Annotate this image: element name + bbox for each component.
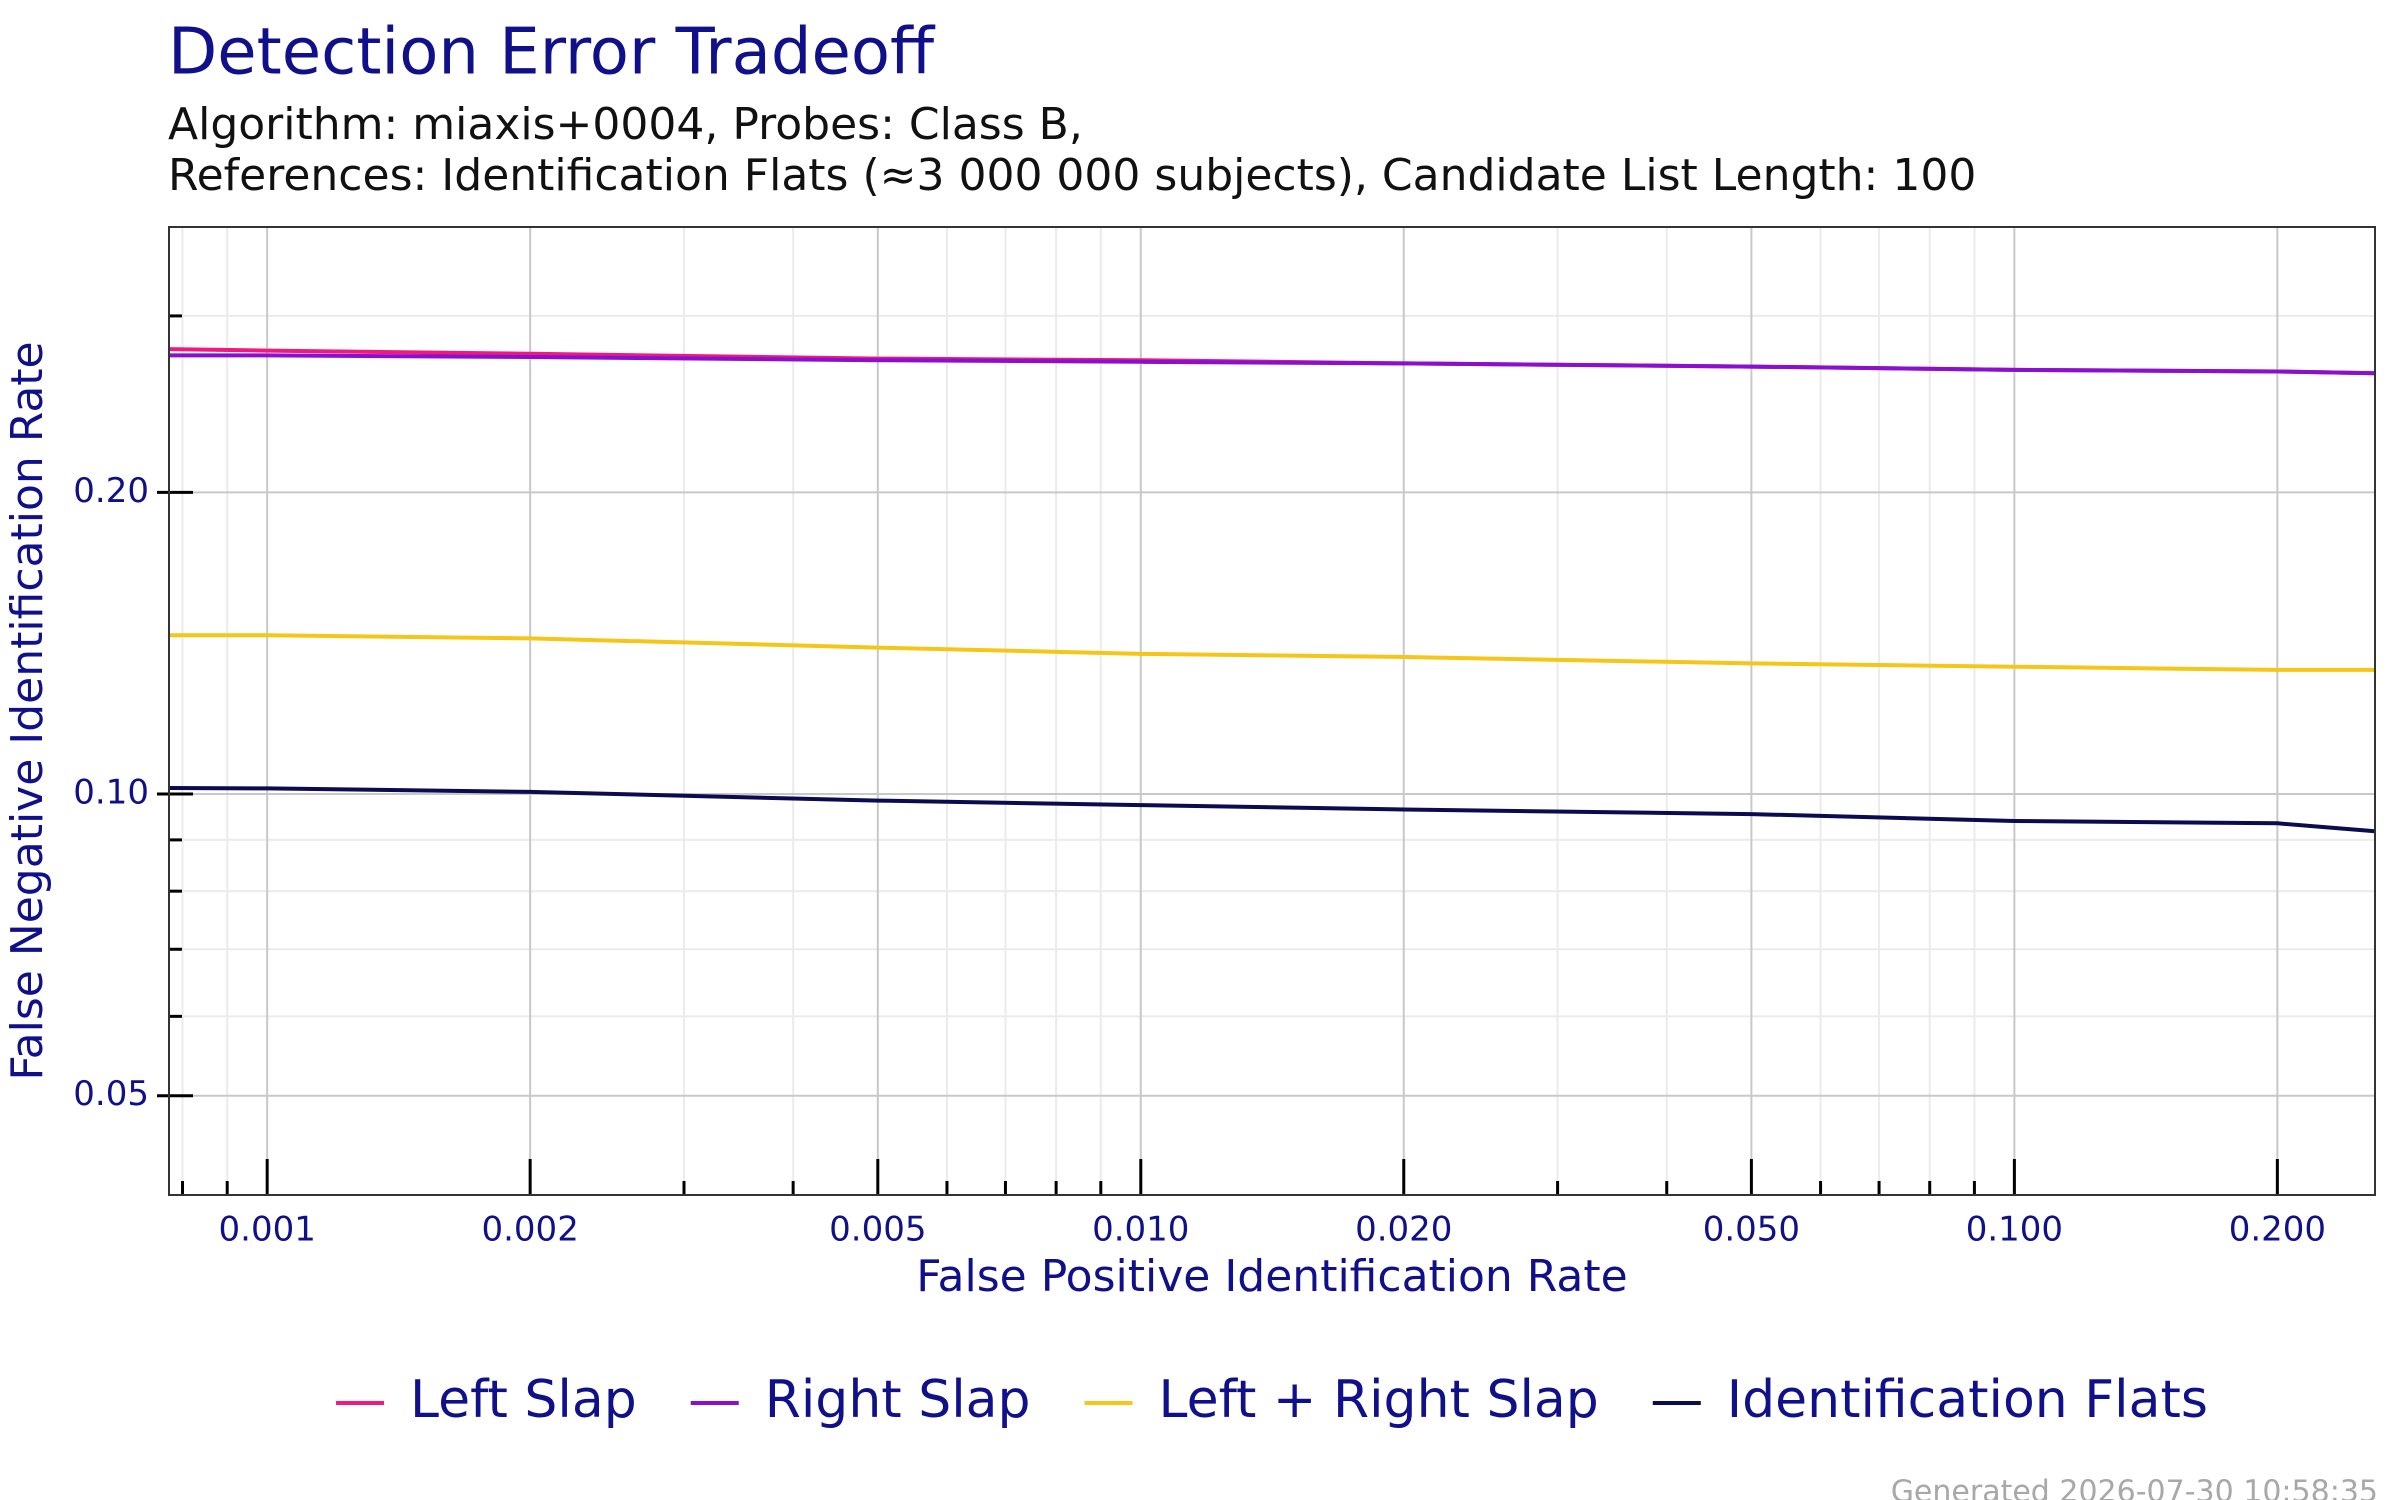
- legend-label: Left Slap: [410, 1370, 637, 1430]
- footer: Generated 2026-07-30 10:58:35: [1891, 1475, 2378, 1500]
- legend: Left Slap Right Slap Left + Right Slap Iden…: [336, 1370, 2208, 1430]
- y-tick-label: 0.10: [73, 773, 149, 813]
- x-tick-label: 0.005: [829, 1210, 926, 1250]
- legend-label: Right Slap: [765, 1370, 1031, 1430]
- x-tick-label: 0.050: [1703, 1210, 1800, 1250]
- series-line: [169, 353, 2376, 376]
- x-tick-label: 0.001: [219, 1210, 316, 1250]
- x-tick-label: 0.020: [1355, 1210, 1452, 1250]
- y-tick-label: 0.20: [73, 471, 149, 511]
- y-tick-label: 0.05: [73, 1074, 149, 1114]
- series-line: [169, 633, 2375, 672]
- x-tick-label: 0.100: [1966, 1210, 2063, 1250]
- y-axis-title: False Negative Identification Rate: [2, 341, 53, 1080]
- x-tick-label: 0.002: [481, 1210, 578, 1250]
- x-tick-label: 0.200: [2229, 1210, 2326, 1250]
- legend-label: Identification Flats: [1727, 1370, 2208, 1430]
- x-tick-label: 0.010: [1092, 1210, 1189, 1250]
- subtitle: References: Identification Flats (≈3 000…: [168, 150, 1976, 201]
- legend-label: Left + Right Slap: [1159, 1370, 1599, 1430]
- series-line: [168, 786, 2376, 834]
- x-axis-title: False Positive Identification Rate: [916, 1251, 1627, 1302]
- chart-title: Detection Error Tradeoff: [168, 16, 936, 90]
- plot-border: [168, 226, 2376, 1196]
- subtitle: Algorithm: miaxis+0004, Probes: Class B,: [168, 99, 1083, 150]
